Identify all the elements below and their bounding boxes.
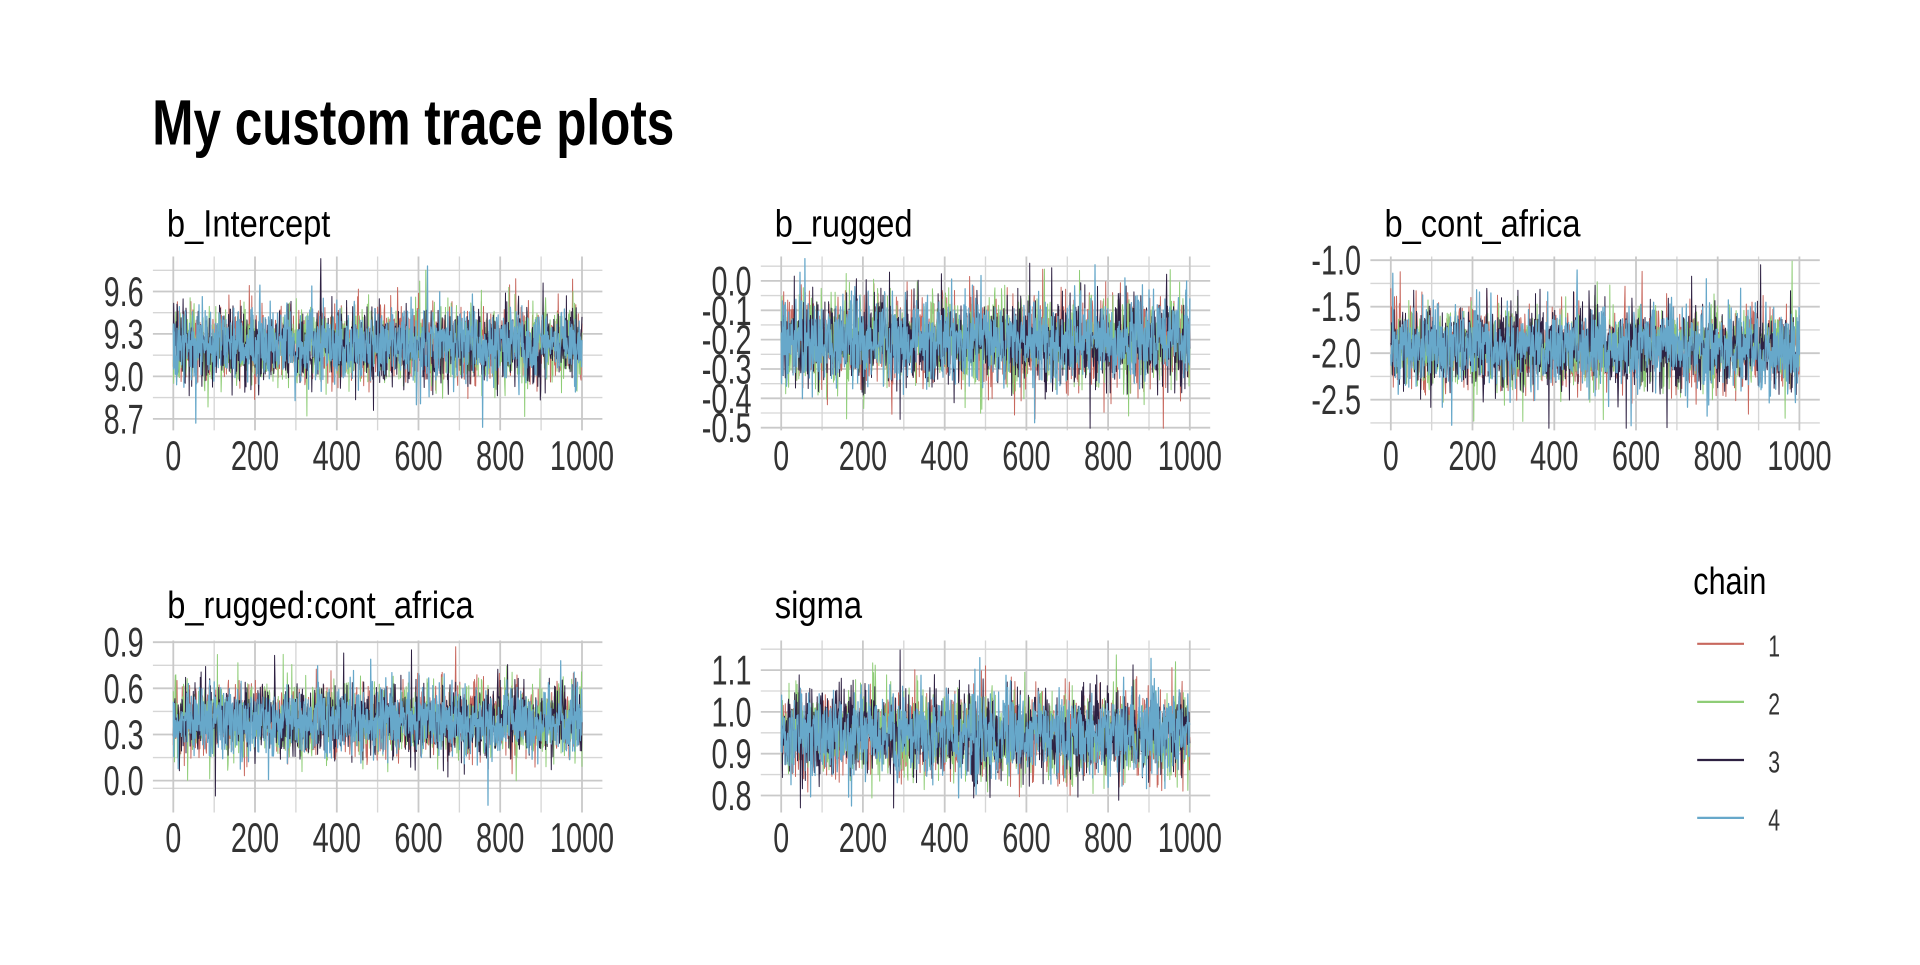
- svg-text:600: 600: [394, 432, 442, 479]
- svg-text:200: 200: [231, 814, 279, 861]
- svg-text:My custom trace plots: My custom trace plots: [152, 86, 674, 158]
- svg-text:0.3: 0.3: [104, 711, 144, 758]
- svg-text:600: 600: [1002, 432, 1050, 479]
- svg-text:0.9: 0.9: [104, 619, 144, 666]
- svg-text:1.1: 1.1: [712, 647, 752, 694]
- svg-text:-1.0: -1.0: [1311, 237, 1361, 284]
- svg-text:200: 200: [839, 432, 887, 479]
- svg-text:-0.4: -0.4: [702, 375, 752, 422]
- svg-text:800: 800: [476, 432, 524, 479]
- svg-text:800: 800: [476, 814, 524, 861]
- svg-text:0: 0: [165, 814, 181, 861]
- svg-text:-2.0: -2.0: [1311, 330, 1361, 377]
- svg-text:400: 400: [313, 432, 361, 479]
- svg-text:-2.5: -2.5: [1311, 376, 1361, 423]
- svg-text:600: 600: [1002, 814, 1050, 861]
- svg-text:chain: chain: [1693, 561, 1766, 603]
- svg-text:800: 800: [1084, 814, 1132, 861]
- svg-text:1000: 1000: [550, 432, 614, 479]
- svg-text:sigma: sigma: [775, 585, 863, 627]
- svg-text:200: 200: [839, 814, 887, 861]
- svg-text:0.6: 0.6: [104, 665, 144, 712]
- svg-text:0.8: 0.8: [712, 772, 752, 819]
- svg-text:b_rugged:cont_africa: b_rugged:cont_africa: [167, 585, 474, 627]
- svg-text:600: 600: [394, 814, 442, 861]
- svg-text:0.0: 0.0: [104, 757, 144, 804]
- svg-text:0: 0: [1383, 432, 1399, 479]
- svg-text:1000: 1000: [1767, 432, 1831, 479]
- svg-text:8.7: 8.7: [104, 395, 144, 442]
- svg-text:b_cont_africa: b_cont_africa: [1385, 204, 1582, 246]
- svg-text:1000: 1000: [1158, 814, 1222, 861]
- svg-text:1: 1: [1768, 628, 1780, 663]
- svg-text:400: 400: [921, 432, 969, 479]
- svg-text:0: 0: [773, 814, 789, 861]
- svg-text:0: 0: [165, 432, 181, 479]
- svg-text:1000: 1000: [550, 814, 614, 861]
- svg-text:1.0: 1.0: [712, 688, 752, 735]
- svg-text:-0.1: -0.1: [702, 287, 752, 334]
- svg-text:b_Intercept: b_Intercept: [167, 204, 331, 246]
- svg-text:1000: 1000: [1158, 432, 1222, 479]
- svg-text:3: 3: [1768, 745, 1780, 780]
- svg-text:-0.2: -0.2: [702, 316, 752, 363]
- svg-text:2: 2: [1768, 686, 1780, 721]
- svg-text:400: 400: [1530, 432, 1578, 479]
- svg-text:0: 0: [773, 432, 789, 479]
- svg-text:200: 200: [231, 432, 279, 479]
- svg-text:400: 400: [921, 814, 969, 861]
- svg-text:0.0: 0.0: [712, 257, 752, 304]
- svg-text:600: 600: [1612, 432, 1660, 479]
- svg-text:4: 4: [1768, 802, 1780, 837]
- svg-text:9.6: 9.6: [104, 268, 144, 315]
- svg-text:-0.5: -0.5: [702, 404, 752, 451]
- svg-text:400: 400: [313, 814, 361, 861]
- svg-text:200: 200: [1448, 432, 1496, 479]
- svg-text:9.3: 9.3: [104, 310, 144, 357]
- svg-text:0.9: 0.9: [712, 730, 752, 777]
- svg-text:-0.3: -0.3: [702, 346, 752, 393]
- svg-text:-1.5: -1.5: [1311, 283, 1361, 330]
- svg-text:800: 800: [1694, 432, 1742, 479]
- svg-text:b_rugged: b_rugged: [775, 204, 913, 246]
- svg-text:800: 800: [1084, 432, 1132, 479]
- svg-text:9.0: 9.0: [104, 353, 144, 400]
